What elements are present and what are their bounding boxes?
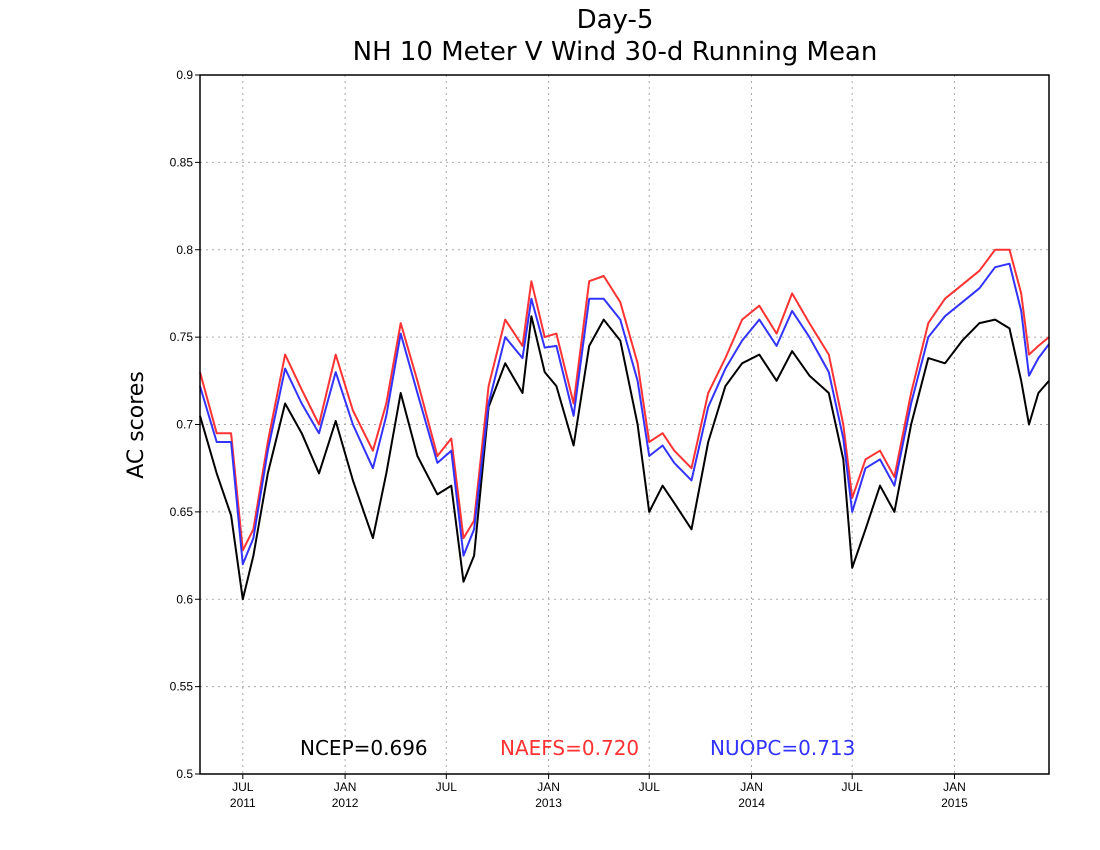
grid: [200, 75, 1049, 774]
y-tick-label: 0.55: [170, 680, 194, 694]
y-tick-label: 0.85: [170, 155, 194, 169]
series-lines: [199, 248, 1050, 601]
x-tick-month: JAN: [537, 780, 560, 794]
y-axis-label: AC scores: [124, 371, 149, 479]
x-tick-month: JAN: [740, 780, 763, 794]
x-ticks: JUL 2011 JAN 2012 JUL JAN 2013 JUL JAN 2014 JUL JAN…: [230, 774, 968, 810]
legend-nuopc: NUOPC=0.713: [710, 736, 855, 760]
y-tick-label: 0.75: [170, 330, 194, 344]
x-tick-year: 2015: [941, 796, 968, 810]
y-tick-label: 0.6: [176, 592, 193, 606]
y-tick-label: 0.65: [170, 505, 194, 519]
y-tick-label: 0.5: [176, 767, 193, 781]
y-tick-label: 0.7: [176, 418, 193, 432]
x-tick-year: 2011: [230, 796, 256, 810]
y-ticks: 0.5 0.55 0.6 0.65 0.7 0.75 0.8 0.85 0.9: [170, 68, 200, 781]
y-tick-label: 0.9: [176, 68, 193, 82]
x-tick-year: 2014: [738, 796, 765, 810]
series-line-naefs: [199, 248, 1050, 552]
x-tick-month: JUL: [639, 780, 661, 794]
y-tick-label: 0.8: [176, 243, 193, 257]
x-tick-month: JAN: [943, 780, 966, 794]
x-tick-month: JAN: [334, 780, 357, 794]
legend: NCEP=0.696 NAEFS=0.720 NUOPC=0.713: [300, 736, 855, 760]
x-tick-month: JUL: [842, 780, 864, 794]
series-line-nuopc: [199, 262, 1050, 566]
series-line-ncep: [199, 315, 1050, 601]
chart-subtitle: NH 10 Meter V Wind 30-d Running Mean: [353, 37, 878, 67]
x-tick-year: 2013: [535, 796, 562, 810]
x-tick-month: JUL: [436, 780, 458, 794]
chart-title: Day-5: [577, 5, 654, 35]
legend-naefs: NAEFS=0.720: [500, 736, 639, 760]
x-tick-year: 2012: [332, 796, 359, 810]
x-tick-month: JUL: [232, 780, 254, 794]
legend-ncep: NCEP=0.696: [300, 736, 428, 760]
